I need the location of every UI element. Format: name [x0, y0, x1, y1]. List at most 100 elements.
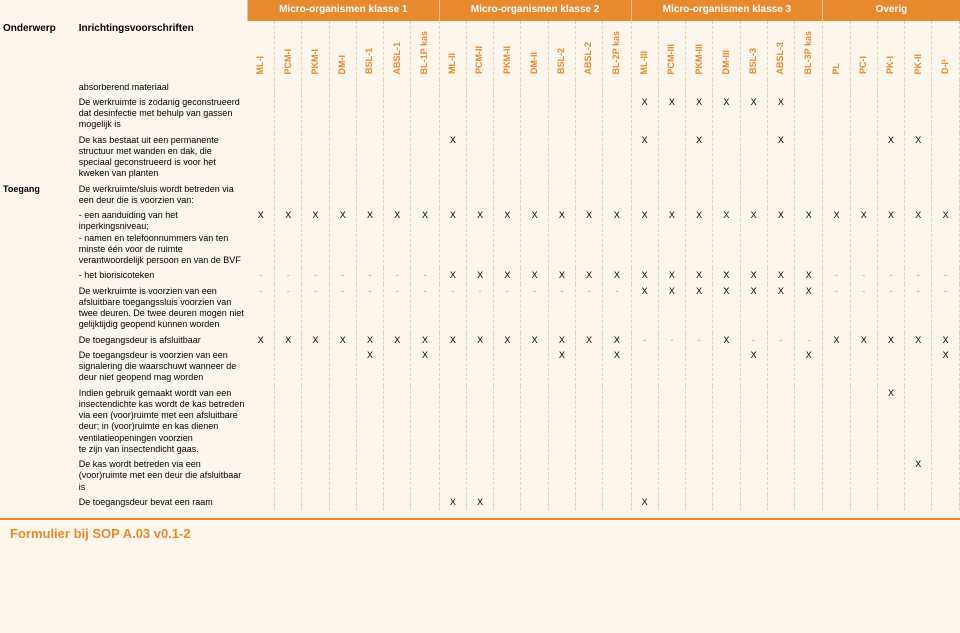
mark-cell	[686, 495, 713, 510]
mark-cell	[247, 95, 274, 133]
table-row: De toegangsdeur is voorzien van een sign…	[0, 348, 960, 386]
mark-cell: X	[686, 284, 713, 333]
mark-cell	[740, 133, 767, 182]
mark-cell	[877, 95, 904, 133]
mark-cell	[275, 348, 302, 386]
column-header: BSL-3	[740, 21, 767, 80]
mark-cell	[521, 80, 548, 95]
mark-cell	[686, 182, 713, 209]
mark-cell: X	[548, 208, 575, 268]
table-row: ToegangDe werkruimte/sluis wordt betrede…	[0, 182, 960, 209]
mark-cell: X	[356, 348, 383, 386]
mark-cell	[411, 495, 439, 510]
mark-cell: X	[439, 268, 466, 283]
onderwerp-cell	[0, 457, 76, 495]
mark-cell	[247, 386, 274, 458]
mark-cell: X	[905, 333, 932, 348]
mark-cell: X	[548, 333, 575, 348]
column-header: BL-1P kas	[411, 21, 439, 80]
column-header: ABSL-1	[384, 21, 411, 80]
mark-cell	[521, 95, 548, 133]
mark-cell	[521, 386, 548, 458]
mark-cell	[795, 182, 823, 209]
mark-cell: X	[384, 333, 411, 348]
mark-cell: -	[795, 333, 823, 348]
mark-cell	[411, 182, 439, 209]
mark-cell	[713, 495, 740, 510]
mark-cell	[713, 457, 740, 495]
mark-cell	[356, 80, 383, 95]
mark-cell	[603, 386, 631, 458]
column-header: PK-I	[877, 21, 904, 80]
mark-cell	[823, 80, 850, 95]
mark-cell	[494, 133, 521, 182]
mark-cell: X	[905, 133, 932, 182]
mark-cell: -	[823, 268, 850, 283]
mark-cell	[411, 80, 439, 95]
mark-cell	[275, 457, 302, 495]
column-header: PKM-I	[302, 21, 329, 80]
group-header: Micro-organismen klasse 2	[439, 0, 631, 21]
mark-cell	[575, 95, 602, 133]
mark-cell: X	[905, 457, 932, 495]
mark-cell	[275, 95, 302, 133]
mark-cell: X	[905, 208, 932, 268]
mark-cell: X	[329, 208, 356, 268]
mark-cell	[411, 133, 439, 182]
voorschrift-cell: - het biorisicoteken	[76, 268, 248, 283]
mark-cell	[466, 457, 493, 495]
mark-cell	[521, 457, 548, 495]
table-row: De kas bestaat uit een permanente struct…	[0, 133, 960, 182]
mark-cell	[767, 386, 794, 458]
mark-cell	[275, 133, 302, 182]
mark-cell	[521, 348, 548, 386]
mark-cell	[795, 95, 823, 133]
mark-cell	[302, 457, 329, 495]
mark-cell	[466, 80, 493, 95]
mark-cell: X	[411, 348, 439, 386]
onderwerp-cell	[0, 95, 76, 133]
mark-cell: X	[439, 495, 466, 510]
table-row: - een aanduiding van het inperkingsnivea…	[0, 208, 960, 268]
column-header: BSL-1	[356, 21, 383, 80]
mark-cell: -	[850, 284, 877, 333]
mark-cell: -	[494, 284, 521, 333]
mark-cell	[384, 80, 411, 95]
mark-cell: X	[658, 268, 685, 283]
mark-cell: X	[713, 333, 740, 348]
column-header: ML-I	[247, 21, 274, 80]
mark-cell	[603, 182, 631, 209]
mark-cell: -	[877, 284, 904, 333]
mark-cell	[823, 457, 850, 495]
mark-cell: -	[439, 284, 466, 333]
mark-cell	[494, 348, 521, 386]
mark-cell: X	[603, 268, 631, 283]
mark-cell: X	[466, 495, 493, 510]
footer-text: Formulier bij SOP A.03 v0.1-2	[0, 518, 960, 547]
mark-cell: X	[850, 208, 877, 268]
column-header: DM-II	[521, 21, 548, 80]
mark-cell: -	[384, 284, 411, 333]
mark-cell	[329, 386, 356, 458]
mark-cell	[302, 133, 329, 182]
mark-cell: X	[658, 284, 685, 333]
mark-cell	[302, 182, 329, 209]
mark-cell: X	[877, 133, 904, 182]
mark-cell: X	[767, 95, 794, 133]
mark-cell: X	[932, 208, 960, 268]
mark-cell	[631, 457, 658, 495]
mark-cell	[356, 457, 383, 495]
mark-cell: X	[439, 208, 466, 268]
mark-cell: X	[740, 208, 767, 268]
mark-cell	[439, 457, 466, 495]
mark-cell	[494, 182, 521, 209]
mark-cell	[356, 386, 383, 458]
onderwerp-cell	[0, 495, 76, 510]
mark-cell	[905, 80, 932, 95]
mark-cell: X	[603, 348, 631, 386]
mark-cell: X	[740, 348, 767, 386]
table-row: De toegangsdeur bevat een raamXXX	[0, 495, 960, 510]
mark-cell: X	[850, 333, 877, 348]
table-row: De werkruimte is zodanig geconstrueerd d…	[0, 95, 960, 133]
mark-cell	[494, 95, 521, 133]
